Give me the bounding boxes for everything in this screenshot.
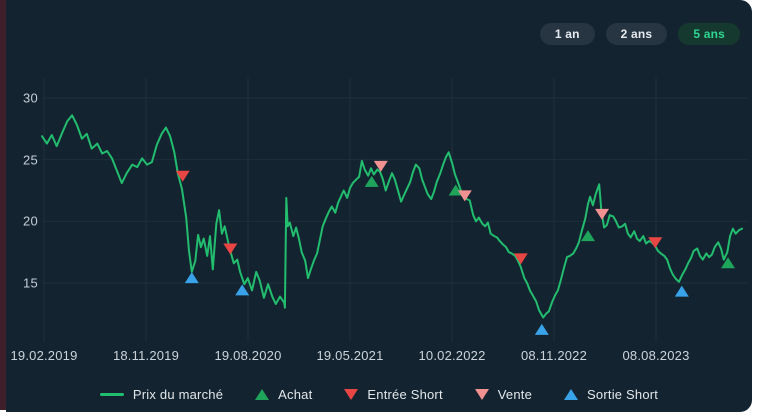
triangle-down-icon <box>474 388 489 400</box>
price-chart[interactable] <box>6 0 752 412</box>
legend-label: Achat <box>278 386 313 402</box>
marker-vente[interactable] <box>595 208 609 220</box>
marker-entree-short[interactable] <box>175 170 190 182</box>
marker-entree-short[interactable] <box>223 243 238 255</box>
legend-item-entrée-short[interactable]: Entrée Short <box>344 386 443 402</box>
marker-sortie-short[interactable] <box>235 284 250 296</box>
marker-achat[interactable] <box>448 184 463 196</box>
left-edge-accent <box>0 0 6 410</box>
marker-vente[interactable] <box>457 190 472 202</box>
price-line <box>41 114 743 319</box>
line-swatch-icon <box>99 392 124 396</box>
period-button-2-ans[interactable]: 2 ans <box>605 23 668 45</box>
chart-legend: Prix du marché Achat Entrée Short Vente Sort… <box>6 383 752 405</box>
legend-label: Sortie Short <box>587 386 659 402</box>
period-selector: 1 an 2 ans 5 ans <box>539 23 740 45</box>
marker-vente[interactable] <box>373 160 388 172</box>
marker-entree-short[interactable] <box>513 253 528 265</box>
period-button-5-ans[interactable]: 5 ans <box>678 23 740 45</box>
triangle-down-icon <box>344 388 359 400</box>
legend-label: Vente <box>497 386 533 402</box>
legend-item-vente[interactable]: Vente <box>474 386 533 402</box>
marker-sortie-short[interactable] <box>674 285 689 297</box>
legend-item-prix-du-marché[interactable]: Prix du marché <box>99 386 224 402</box>
marker-sortie-short[interactable] <box>184 272 199 284</box>
legend-label: Entrée Short <box>367 386 443 402</box>
marker-achat[interactable] <box>364 175 379 187</box>
triangle-up-icon <box>255 388 270 400</box>
marker-achat[interactable] <box>581 230 595 242</box>
marker-entree-short[interactable] <box>648 237 663 249</box>
marker-achat[interactable] <box>721 257 735 269</box>
legend-item-sortie-short[interactable]: Sortie Short <box>564 387 658 402</box>
marker-sortie-short[interactable] <box>534 323 549 335</box>
chart-card: 1 an 2 ans 5 ans 30 25 20 15 19.02.2019 18.11.… <box>6 0 752 412</box>
legend-item-achat[interactable]: Achat <box>255 387 312 402</box>
triangle-up-icon <box>564 388 579 400</box>
legend-label: Prix du marché <box>132 386 224 402</box>
period-button-1-an[interactable]: 1 an <box>539 23 595 45</box>
